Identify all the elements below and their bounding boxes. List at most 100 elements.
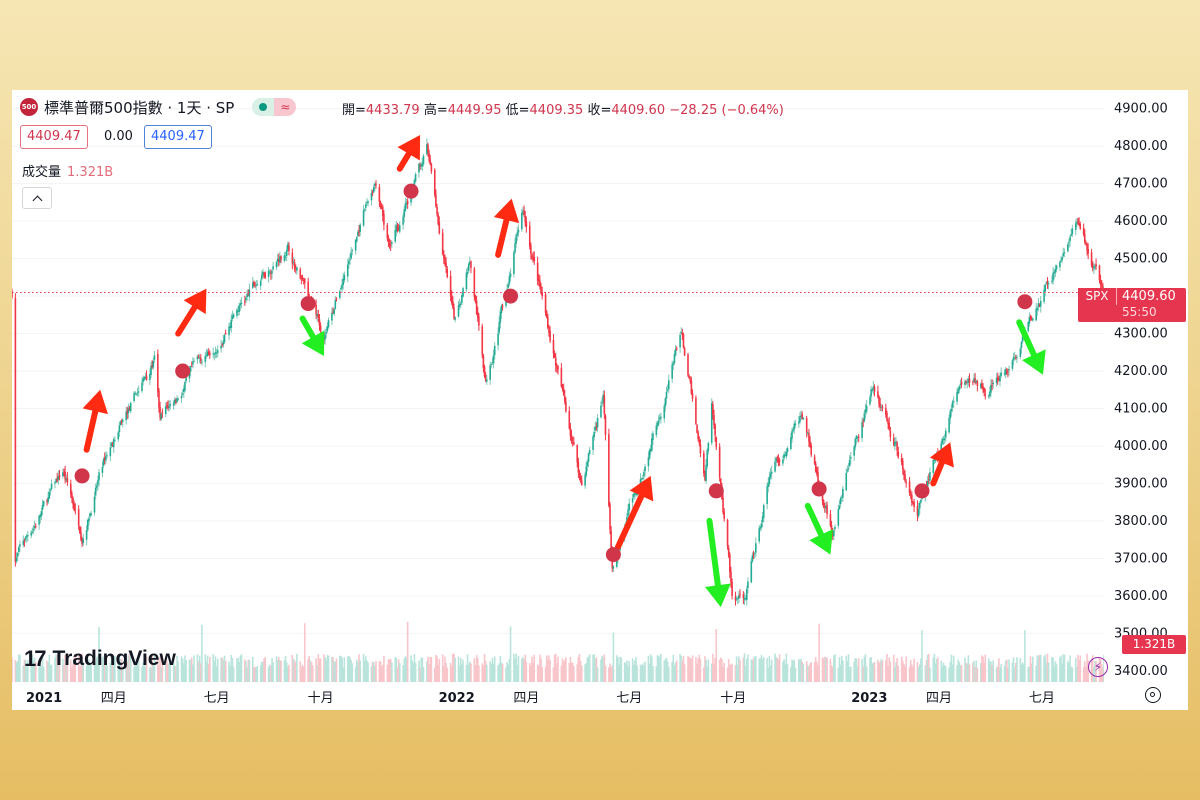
candle-body: [825, 505, 827, 509]
volume-bar: [1060, 655, 1062, 682]
volume-bar: [979, 663, 982, 682]
volume-bar: [712, 653, 714, 682]
candle-body: [292, 261, 295, 263]
volume-bar: [89, 663, 91, 682]
candle-body: [887, 422, 889, 425]
volume-bar: [196, 654, 199, 682]
volume-bar: [1085, 667, 1087, 682]
candle-body: [991, 384, 993, 386]
market-status-pill[interactable]: ≈: [252, 98, 297, 116]
collapse-legend-button[interactable]: [22, 187, 52, 209]
volume-bar: [719, 657, 722, 682]
volume-bar: [492, 663, 495, 682]
candle-body: [897, 451, 900, 458]
volume-bar: [658, 657, 661, 682]
up-arrow: [614, 475, 654, 551]
candle-body: [979, 383, 982, 388]
candle-body: [481, 326, 484, 355]
candle-body: [1013, 357, 1016, 359]
candle-body: [127, 408, 130, 414]
candle-body: [288, 245, 290, 252]
candle-body: [585, 466, 588, 476]
symbol-title[interactable]: 標準普爾500指數 · 1天 · SP: [44, 98, 235, 117]
candle-body: [247, 293, 250, 296]
candle-body: [656, 423, 659, 427]
candle-body: [378, 186, 381, 202]
candle-body: [635, 493, 637, 495]
volume-bar: [524, 654, 527, 682]
volume-bar: [873, 662, 876, 682]
candle-body: [446, 268, 449, 278]
symbol-title-row[interactable]: 500 標準普爾500指數 · 1天 · SP ≈: [20, 96, 297, 118]
y-tick-label: 3700.00: [1114, 551, 1168, 566]
volume-bar: [158, 665, 160, 682]
volume-bar: [861, 659, 863, 682]
volume-bar: [246, 667, 248, 682]
gear-icon[interactable]: [1145, 687, 1161, 703]
volume-bar: [136, 657, 139, 682]
volume-bar: [920, 658, 922, 682]
down-arrow-shaft: [1016, 319, 1037, 358]
candle-body: [822, 500, 825, 508]
volume-bar: [114, 656, 116, 682]
candle-body: [671, 364, 673, 379]
candle-body: [466, 271, 469, 274]
volume-bar: [421, 657, 424, 682]
volume-bar: [254, 667, 256, 682]
candle-body: [158, 390, 160, 408]
candle-body: [199, 358, 202, 362]
volume-bar: [370, 665, 373, 682]
volume-bar: [736, 664, 739, 682]
sell-price-button[interactable]: 4409.47: [20, 125, 88, 149]
axis-layer: 3400.003500.003600.003700.003800.003900.…: [12, 90, 1188, 710]
candle-body: [62, 472, 64, 476]
flash-icon[interactable]: ⚡: [1088, 657, 1108, 677]
down-arrow-head: [705, 583, 731, 608]
candle-body: [1028, 316, 1031, 324]
candle-body: [223, 335, 226, 343]
volume-bar: [253, 666, 255, 682]
volume-bar: [840, 655, 843, 682]
volume-bar: [433, 667, 436, 682]
volume-bar: [378, 661, 381, 682]
candle-body: [64, 471, 66, 480]
candle-body: [177, 398, 179, 400]
volume-bar: [483, 654, 486, 682]
candle-body: [894, 442, 896, 447]
volume-bar: [869, 657, 871, 682]
tradingview-logo[interactable]: 17 TradingView: [24, 646, 176, 671]
candle-body: [877, 391, 879, 397]
volume-bar: [112, 657, 115, 682]
volume-bar: [833, 655, 835, 682]
market-open-icon: [252, 98, 275, 116]
volume-bar: [1000, 664, 1002, 682]
volume-bar: [284, 656, 287, 682]
candle-body: [683, 348, 686, 356]
candle-body: [239, 303, 242, 306]
candle-body: [175, 401, 177, 403]
volume-bar: [209, 656, 211, 682]
volume-bar: [199, 663, 202, 682]
candlestick-chart[interactable]: 3400.003500.003600.003700.003800.003900.…: [12, 90, 1188, 710]
volume-bar: [697, 658, 699, 682]
candle-body: [965, 381, 967, 383]
volume-bar: [419, 667, 421, 682]
candle-body: [277, 259, 280, 263]
candle-body: [839, 498, 842, 505]
volume-bar: [277, 657, 280, 682]
volume-bar: [689, 657, 692, 682]
candle-body: [1087, 249, 1089, 254]
candle-body: [34, 525, 37, 527]
candle-body: [279, 256, 281, 263]
volume-legend[interactable]: 成交量 1.321B: [22, 161, 113, 180]
event-marker: [175, 363, 191, 379]
buy-price-button[interactable]: 4409.47: [144, 125, 212, 149]
candle-body: [973, 378, 975, 382]
candle-body: [640, 478, 643, 480]
volume-bar: [86, 659, 89, 682]
volume-bar: [1024, 630, 1026, 682]
volume-bar: [1076, 666, 1078, 682]
volume-bar: [380, 666, 383, 682]
candle-body: [396, 226, 399, 229]
candle-body: [917, 508, 920, 517]
